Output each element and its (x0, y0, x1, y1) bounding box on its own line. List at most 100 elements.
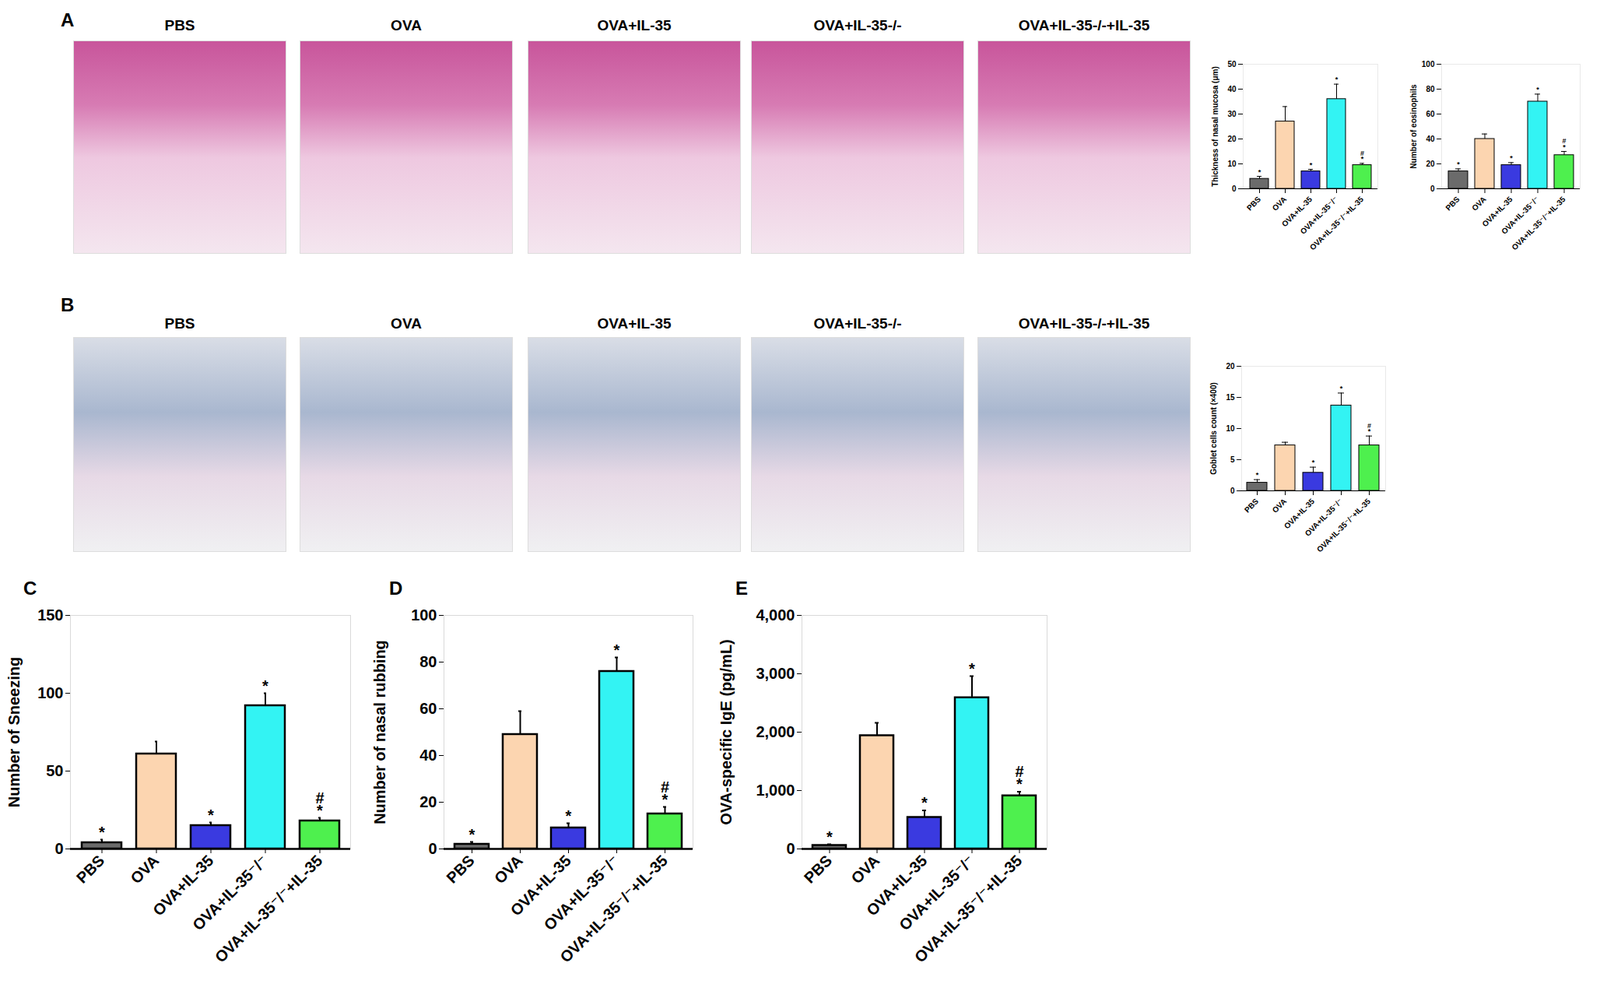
svg-text:1,000: 1,000 (755, 781, 795, 799)
svg-text:Goblet cells count (×400): Goblet cells count (×400) (1209, 382, 1218, 475)
svg-text:PBS: PBS (1242, 496, 1261, 515)
svg-text:0: 0 (1231, 184, 1237, 193)
svg-text:40: 40 (419, 746, 437, 764)
svg-text:0: 0 (1230, 486, 1236, 495)
svg-text:OVA+IL-35: OVA+IL-35 (862, 851, 931, 919)
svg-text:10: 10 (1225, 424, 1236, 433)
svg-text:*: * (826, 828, 833, 846)
svg-text:50: 50 (45, 761, 64, 779)
svg-text:PBS: PBS (1443, 194, 1462, 213)
svg-text:PBS: PBS (73, 851, 109, 887)
svg-text:OVA+IL-35⁻/⁻+IL-35: OVA+IL-35⁻/⁻+IL-35 (911, 851, 1026, 966)
svg-text:OVA+IL-35: OVA+IL-35 (1280, 194, 1314, 229)
svg-text:20: 20 (1225, 361, 1236, 371)
svg-text:*: * (1258, 168, 1262, 176)
svg-text:60: 60 (1425, 109, 1436, 119)
svg-text:#*: #* (1360, 149, 1365, 163)
svg-text:150: 150 (37, 606, 64, 624)
html-text:A: A (60, 9, 75, 31)
svg-text:OVA-specific IgE (pg/mL): OVA-specific IgE (pg/mL) (717, 638, 735, 825)
svg-text:#*: #* (1561, 136, 1566, 151)
svg-text:Thickness of nasal mucosa (μm): Thickness of nasal mucosa (μm) (1210, 66, 1220, 187)
svg-text:20: 20 (419, 792, 437, 811)
svg-text:*: * (1312, 458, 1316, 467)
svg-text:4,000: 4,000 (755, 606, 795, 624)
svg-text:PBS: PBS (800, 851, 836, 887)
svg-text:*: * (1340, 384, 1344, 393)
svg-text:#*: #* (660, 778, 670, 808)
svg-text:OVA+IL-35⁻/⁻+IL-35: OVA+IL-35⁻/⁻+IL-35 (1509, 194, 1568, 253)
svg-text:100: 100 (1421, 59, 1436, 69)
svg-text:*: * (565, 807, 572, 825)
html-text:OVA+IL-35: OVA+IL-35 (597, 17, 672, 34)
svg-text:OVA+IL-35⁻/⁻+IL-35: OVA+IL-35⁻/⁻+IL-35 (556, 851, 671, 966)
html-text:C: C (23, 577, 37, 599)
svg-text:60: 60 (419, 699, 437, 717)
svg-text:*: * (262, 677, 269, 695)
svg-text:OVA: OVA (491, 851, 527, 887)
svg-text:*: * (1256, 470, 1260, 479)
html-text:B: B (60, 294, 75, 316)
svg-text:#*: #* (1367, 421, 1372, 436)
svg-text:100: 100 (410, 606, 437, 624)
svg-text:*: * (614, 641, 621, 659)
svg-text:40: 40 (1227, 84, 1237, 94)
svg-text:20: 20 (1425, 159, 1436, 169)
svg-text:5: 5 (1230, 455, 1236, 464)
html-text:OVA+IL-35-/-+IL-35: OVA+IL-35-/-+IL-35 (1018, 17, 1150, 34)
svg-text:OVA: OVA (1270, 194, 1289, 213)
svg-text:*: * (968, 659, 976, 678)
html-text:OVA+IL-35-/-+IL-35: OVA+IL-35-/-+IL-35 (1018, 315, 1150, 332)
html-text:PBS: PBS (164, 315, 195, 332)
svg-text:80: 80 (419, 652, 437, 671)
svg-text:OVA+IL-35⁻/⁻+IL-35: OVA+IL-35⁻/⁻+IL-35 (1308, 194, 1366, 253)
html-text:OVA+IL-35-/-: OVA+IL-35-/- (813, 315, 902, 332)
svg-text:OVA: OVA (847, 851, 883, 887)
svg-text:OVA: OVA (1270, 496, 1289, 515)
svg-text:50: 50 (1227, 59, 1237, 69)
html-text:D: D (389, 577, 403, 599)
svg-text:80: 80 (1425, 84, 1436, 94)
svg-text:Number of Sneezing: Number of Sneezing (5, 656, 23, 808)
html-text:OVA+IL-35: OVA+IL-35 (597, 315, 672, 332)
svg-text:OVA+IL-35: OVA+IL-35 (149, 851, 217, 919)
svg-text:OVA+IL-35: OVA+IL-35 (506, 851, 575, 919)
svg-text:2,000: 2,000 (755, 722, 795, 741)
svg-text:*: * (207, 806, 215, 824)
svg-text:10: 10 (1227, 159, 1237, 169)
html-text:OVA: OVA (390, 315, 422, 332)
svg-text:15: 15 (1225, 392, 1236, 402)
html-text:OVA+IL-35-/-: OVA+IL-35-/- (813, 17, 902, 34)
svg-text:*: * (1456, 160, 1460, 169)
svg-text:OVA+IL-35⁻/⁻+IL-35: OVA+IL-35⁻/⁻+IL-35 (1315, 496, 1373, 555)
svg-text:0: 0 (428, 839, 437, 857)
svg-text:#*: #* (315, 789, 324, 819)
svg-text:OVA+IL-35⁻/⁻+IL-35: OVA+IL-35⁻/⁻+IL-35 (211, 851, 327, 966)
svg-text:*: * (1536, 85, 1540, 94)
svg-text:OVA: OVA (126, 851, 162, 887)
svg-text:PBS: PBS (1245, 194, 1264, 213)
svg-text:0: 0 (785, 839, 795, 857)
svg-text:*: * (1509, 154, 1513, 162)
svg-text:0: 0 (54, 839, 64, 857)
svg-text:20: 20 (1227, 134, 1237, 144)
svg-text:*: * (98, 823, 106, 841)
svg-text:OVA: OVA (1470, 194, 1488, 213)
svg-text:40: 40 (1425, 134, 1436, 144)
svg-text:100: 100 (37, 684, 64, 702)
svg-text:*: * (921, 793, 928, 811)
svg-text:#*: #* (1014, 762, 1024, 793)
svg-text:OVA+IL-35: OVA+IL-35 (1480, 194, 1515, 229)
svg-text:3,000: 3,000 (755, 664, 795, 682)
html-text:PBS: PBS (164, 17, 195, 34)
svg-text:*: * (469, 825, 476, 843)
svg-text:0: 0 (1430, 184, 1436, 193)
svg-text:Number of nasal rubbing: Number of nasal rubbing (371, 639, 389, 825)
html-text:OVA: OVA (390, 17, 422, 34)
svg-text:OVA+IL-35: OVA+IL-35 (1282, 496, 1317, 531)
svg-text:Number of eosinophils: Number of eosinophils (1409, 84, 1418, 169)
svg-text:*: * (1335, 75, 1339, 84)
svg-text:PBS: PBS (442, 851, 478, 887)
svg-text:30: 30 (1227, 109, 1237, 119)
svg-text:*: * (1309, 161, 1313, 169)
